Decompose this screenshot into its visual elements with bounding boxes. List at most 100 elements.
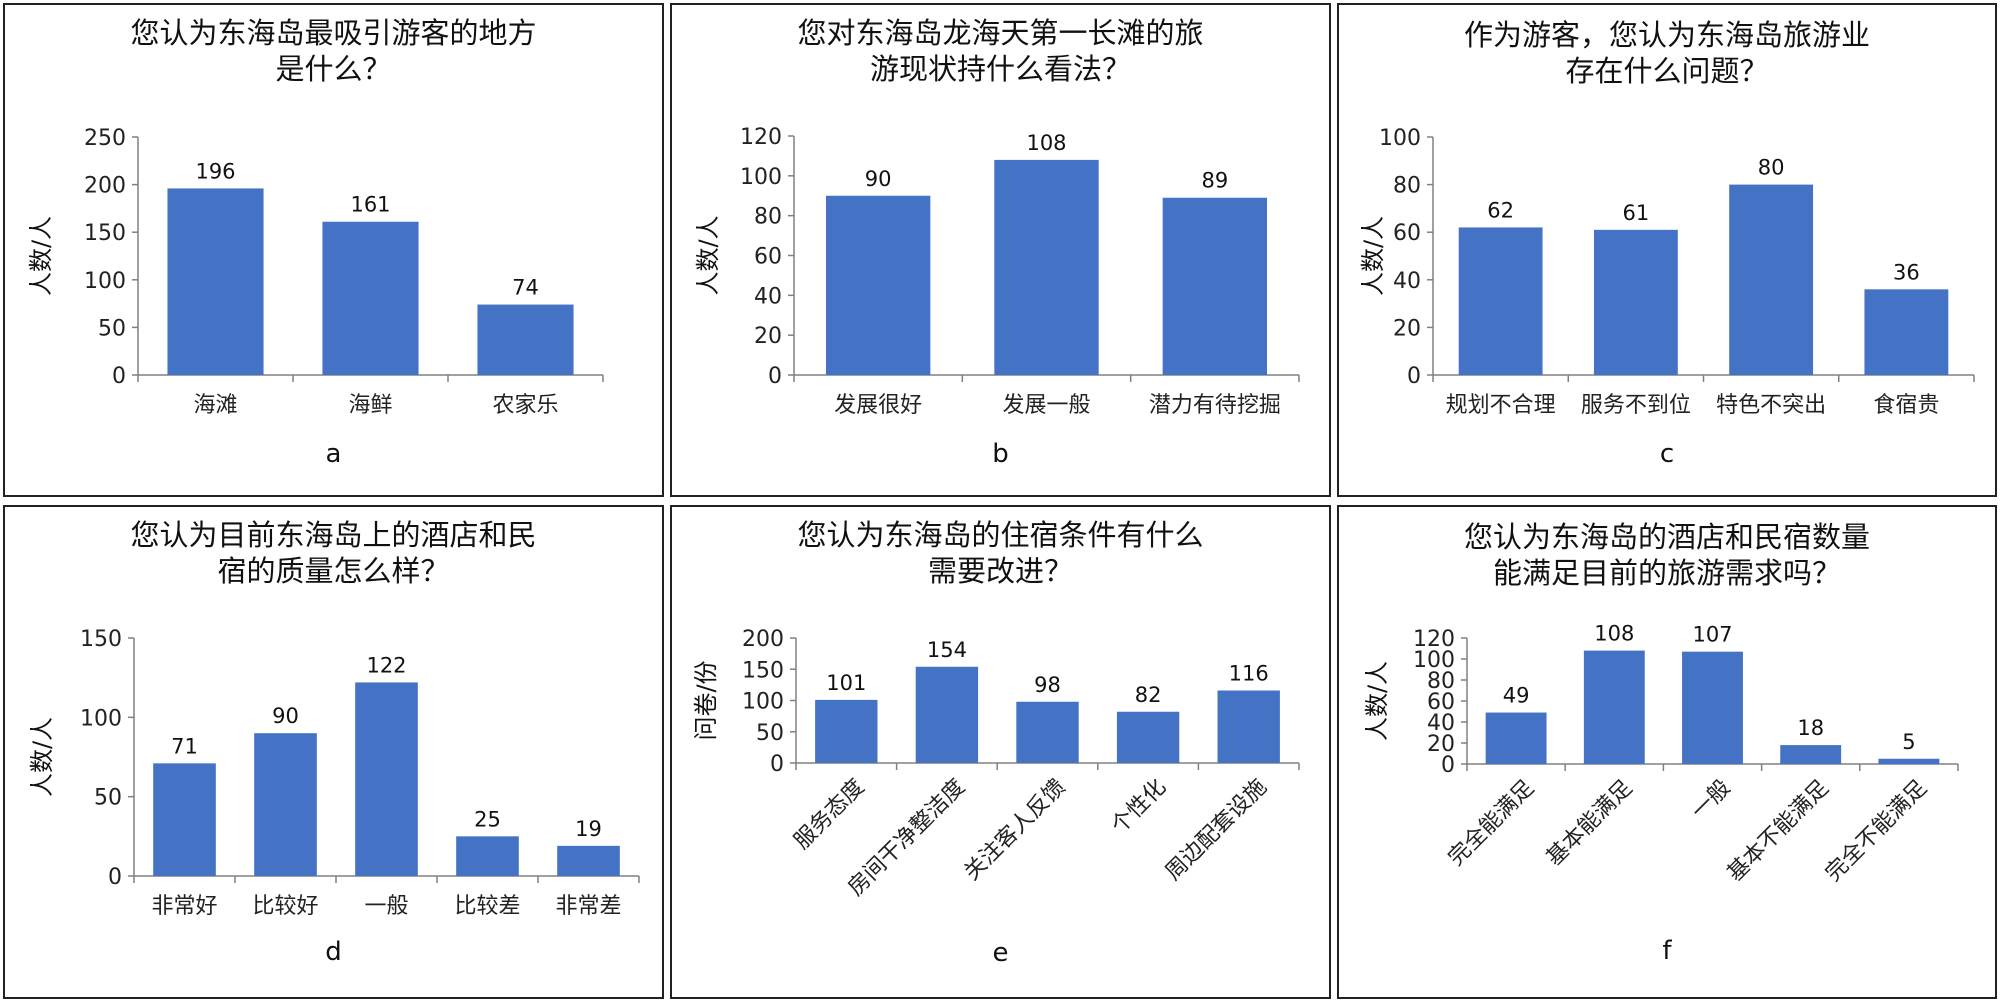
category-label: 完全能满足 xyxy=(1444,775,1539,870)
data-label: 19 xyxy=(575,817,602,841)
data-label: 82 xyxy=(1135,683,1162,707)
chart-panel-e: 您认为东海岛的住宿条件有什么 需要改进？ 0 50 100 150 200 问卷/份 101 服务… xyxy=(670,505,1331,999)
category-label: 农家乐 xyxy=(492,393,558,418)
y-tick-label: 0 xyxy=(112,364,126,389)
data-label: 98 xyxy=(1034,673,1061,697)
category-label: 海滩 xyxy=(193,393,237,418)
data-label: 61 xyxy=(1623,201,1650,225)
category-label: 比较好 xyxy=(252,894,318,919)
y-tick-label: 100 xyxy=(84,269,126,294)
data-label: 71 xyxy=(171,734,198,758)
bar xyxy=(1485,712,1547,764)
category-label: 特色不突出 xyxy=(1716,393,1826,418)
chart-panel-b: 您对东海岛龙海天第一长滩的旅 游现状持什么看法？ 0 20 40 60 80 100 120 人数… xyxy=(670,3,1331,497)
y-tick-label: 20 xyxy=(754,324,782,349)
y-tick-label: 80 xyxy=(1427,669,1455,694)
category-label: 个性化 xyxy=(1107,774,1171,838)
y-tick-label: 80 xyxy=(754,205,782,230)
y-tick-label: 150 xyxy=(84,221,126,246)
y-tick-label: 250 xyxy=(84,126,126,151)
bar xyxy=(557,845,620,876)
chart-title-line: 宿的质量怎么样？ xyxy=(217,554,449,588)
category-label: 比较差 xyxy=(454,894,520,919)
chart-title-line: 您认为目前东海岛上的酒店和民 xyxy=(130,518,536,552)
bar xyxy=(1116,711,1180,763)
panel-letter: d xyxy=(325,937,342,967)
y-tick-label: 100 xyxy=(740,165,782,190)
y-axis-label: 人数/人 xyxy=(1363,661,1391,741)
panel-letter: e xyxy=(993,938,1009,968)
y-tick-label: 50 xyxy=(94,786,122,811)
y-tick-label: 100 xyxy=(1379,126,1421,151)
panel-letter: a xyxy=(326,439,342,469)
category-label: 周边配套设施 xyxy=(1161,774,1272,885)
chart-title-line: 您认为东海岛的住宿条件有什么 xyxy=(797,518,1203,552)
category-label: 关注客人反馈 xyxy=(960,774,1071,885)
data-label: 107 xyxy=(1692,623,1732,647)
chart-title-line: 存在什么问题？ xyxy=(1565,54,1768,88)
bar xyxy=(1729,184,1814,375)
category-label: 非常好 xyxy=(151,894,217,919)
chart-title-line: 作为游客，您认为东海岛旅游业 xyxy=(1464,18,1870,52)
y-tick-label: 40 xyxy=(1427,711,1455,736)
bar xyxy=(915,666,979,763)
y-axis-label: 问卷/份 xyxy=(692,660,720,740)
chart-panel-a: 您认为东海岛最吸引游客的地方 是什么？ 0 50 100 150 200 250 人数/人 196… xyxy=(3,3,664,497)
bar xyxy=(355,682,418,876)
bar xyxy=(1780,745,1842,764)
bar xyxy=(167,188,264,375)
y-tick-label: 50 xyxy=(98,316,126,341)
y-tick-label: 40 xyxy=(1393,269,1421,294)
category-label: 潜力有待挖掘 xyxy=(1149,393,1281,418)
chart-panel-d: 您认为目前东海岛上的酒店和民 宿的质量怎么样？ 0 50 100 150 人数/人 71 非常好… xyxy=(3,505,664,999)
chart-title-line: 您认为东海岛的酒店和民宿数量 xyxy=(1464,520,1870,554)
y-tick-label: 0 xyxy=(1441,753,1455,778)
category-label: 一般 xyxy=(1687,775,1736,824)
y-tick-label: 80 xyxy=(1393,174,1421,199)
y-axis-label: 人数/人 xyxy=(1359,216,1387,296)
chart-panel-c: 作为游客，您认为东海岛旅游业 存在什么问题？ 0 20 40 60 80 100 人数/人 62 规… xyxy=(1337,3,1997,497)
bar xyxy=(254,733,317,876)
category-label: 一般 xyxy=(364,894,408,919)
y-tick-label: 60 xyxy=(1393,221,1421,246)
chart-title-line: 您认为东海岛最吸引游客的地方 xyxy=(130,16,536,50)
category-label: 完全不能满足 xyxy=(1821,775,1932,886)
category-label: 非常差 xyxy=(555,894,621,919)
data-label: 80 xyxy=(1758,156,1785,180)
bar xyxy=(1016,701,1079,763)
data-label: 108 xyxy=(1026,131,1066,155)
category-label: 基本能满足 xyxy=(1542,775,1637,870)
y-tick-label: 100 xyxy=(742,690,784,715)
data-label: 122 xyxy=(366,653,406,677)
bar xyxy=(153,763,216,876)
bar xyxy=(1864,289,1949,375)
data-label: 49 xyxy=(1503,684,1530,708)
bar xyxy=(1458,227,1543,375)
y-tick-label: 150 xyxy=(80,627,122,652)
category-label: 服务态度 xyxy=(790,774,870,854)
panel-letter: b xyxy=(992,439,1009,469)
y-tick-label: 0 xyxy=(1407,364,1421,389)
y-axis-label: 人数/人 xyxy=(27,216,55,296)
category-label: 服务不到位 xyxy=(1581,393,1691,418)
y-tick-label: 0 xyxy=(770,752,784,777)
data-label: 108 xyxy=(1594,622,1634,646)
bar xyxy=(1878,758,1940,764)
category-label: 发展一般 xyxy=(1002,393,1090,418)
bar xyxy=(1593,229,1678,375)
y-tick-label: 50 xyxy=(756,721,784,746)
chart-title-line: 能满足目前的旅游需求吗？ xyxy=(1493,556,1841,590)
chart-title-line: 是什么？ xyxy=(275,52,391,86)
data-label: 161 xyxy=(350,193,390,217)
data-label: 25 xyxy=(474,807,501,831)
chart-title-line: 您对东海岛龙海天第一长滩的旅 xyxy=(797,16,1203,50)
bar xyxy=(1583,650,1645,764)
y-tick-label: 200 xyxy=(84,174,126,199)
